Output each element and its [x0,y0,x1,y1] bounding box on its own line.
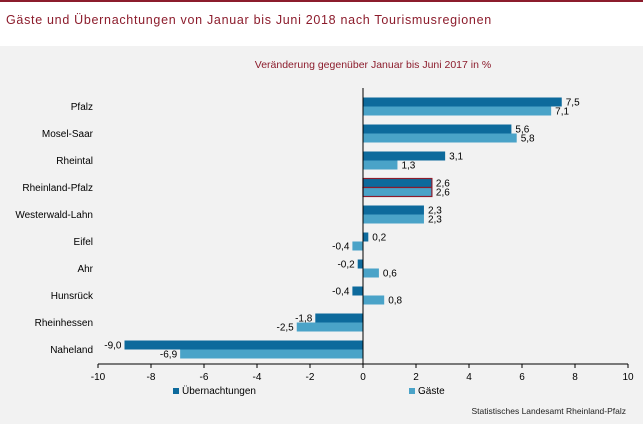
data-label: -1,8 [295,314,313,325]
data-label: 2,3 [428,206,442,217]
data-label: 5,6 [515,125,529,136]
data-label: 2,6 [436,188,450,199]
data-label: 2,3 [428,215,442,226]
category-label: Ahr [77,264,93,275]
legend-label: Übernachtungen [182,385,256,397]
x-tick-label: 8 [572,372,578,383]
legend-swatch [409,388,415,394]
x-tick-label: 4 [466,372,472,383]
chart-subtitle: Veränderung gegenüber Januar bis Juni 20… [255,59,491,71]
bar-gaeste [352,241,363,251]
bar-uebernachtungen [362,177,433,189]
category-label: Hunsrück [51,291,94,302]
source-note: Statistisches Landesamt Rheinland-Pfalz [472,406,627,416]
data-label: 7,5 [566,98,580,109]
x-tick-label: -4 [253,372,262,383]
data-label: 0,6 [383,269,397,280]
x-tick-label: 6 [519,372,525,383]
x-tick-label: 2 [413,372,419,383]
category-label: Rheinland-Pfalz [22,183,93,194]
x-tick-label: 10 [622,372,634,383]
bar-gaeste [363,133,517,143]
bar-gaeste [180,349,363,359]
bar-gaeste [363,295,385,305]
data-label: 0,2 [372,233,386,244]
bar-uebernachtungen [315,313,363,323]
legend-label: Gäste [418,386,445,397]
x-tick-label: -10 [91,372,106,383]
data-label: 7,1 [555,107,569,118]
bar-uebernachtungen [363,151,446,161]
bar-uebernachtungen [363,124,512,134]
data-label: 0,8 [388,296,402,307]
data-label: 2,6 [436,179,450,190]
data-label: 3,1 [449,152,463,163]
data-label: -6,9 [160,350,178,361]
data-label: -2,5 [277,323,295,334]
bar-uebernachtungen [352,286,363,296]
bar-uebernachtungen [363,97,562,107]
bar-uebernachtungen [357,259,363,269]
bar-gaeste [296,322,363,332]
bar-uebernachtungen [363,232,369,242]
x-tick-label: 0 [360,372,366,383]
data-label: -0,2 [337,260,355,271]
category-label: Westerwald-Lahn [15,210,93,221]
category-label: Mosel-Saar [42,129,94,140]
data-label: -0,4 [332,242,350,253]
bar-gaeste [363,268,379,278]
category-label: Rheinhessen [35,318,93,329]
x-tick-label: -8 [147,372,156,383]
legend-swatch [173,388,179,394]
bar-uebernachtungen [363,205,424,215]
data-label: -0,4 [332,287,350,298]
bar-gaeste [363,214,424,224]
bar-uebernachtungen [124,340,363,350]
bar-gaeste [363,160,398,170]
category-label: Pfalz [71,102,93,113]
bar-gaeste [363,106,552,116]
chart-title: Gäste und Übernachtungen von Januar bis … [6,13,492,27]
category-label: Naheland [50,345,93,356]
data-label: -9,0 [104,341,122,352]
data-label: 5,8 [521,134,535,145]
data-label: 1,3 [401,161,415,172]
category-label: Eifel [74,237,93,248]
category-label: Rheintal [56,156,93,167]
x-tick-label: -6 [200,372,209,383]
bar-gaeste [362,186,433,198]
x-tick-label: -2 [306,372,315,383]
